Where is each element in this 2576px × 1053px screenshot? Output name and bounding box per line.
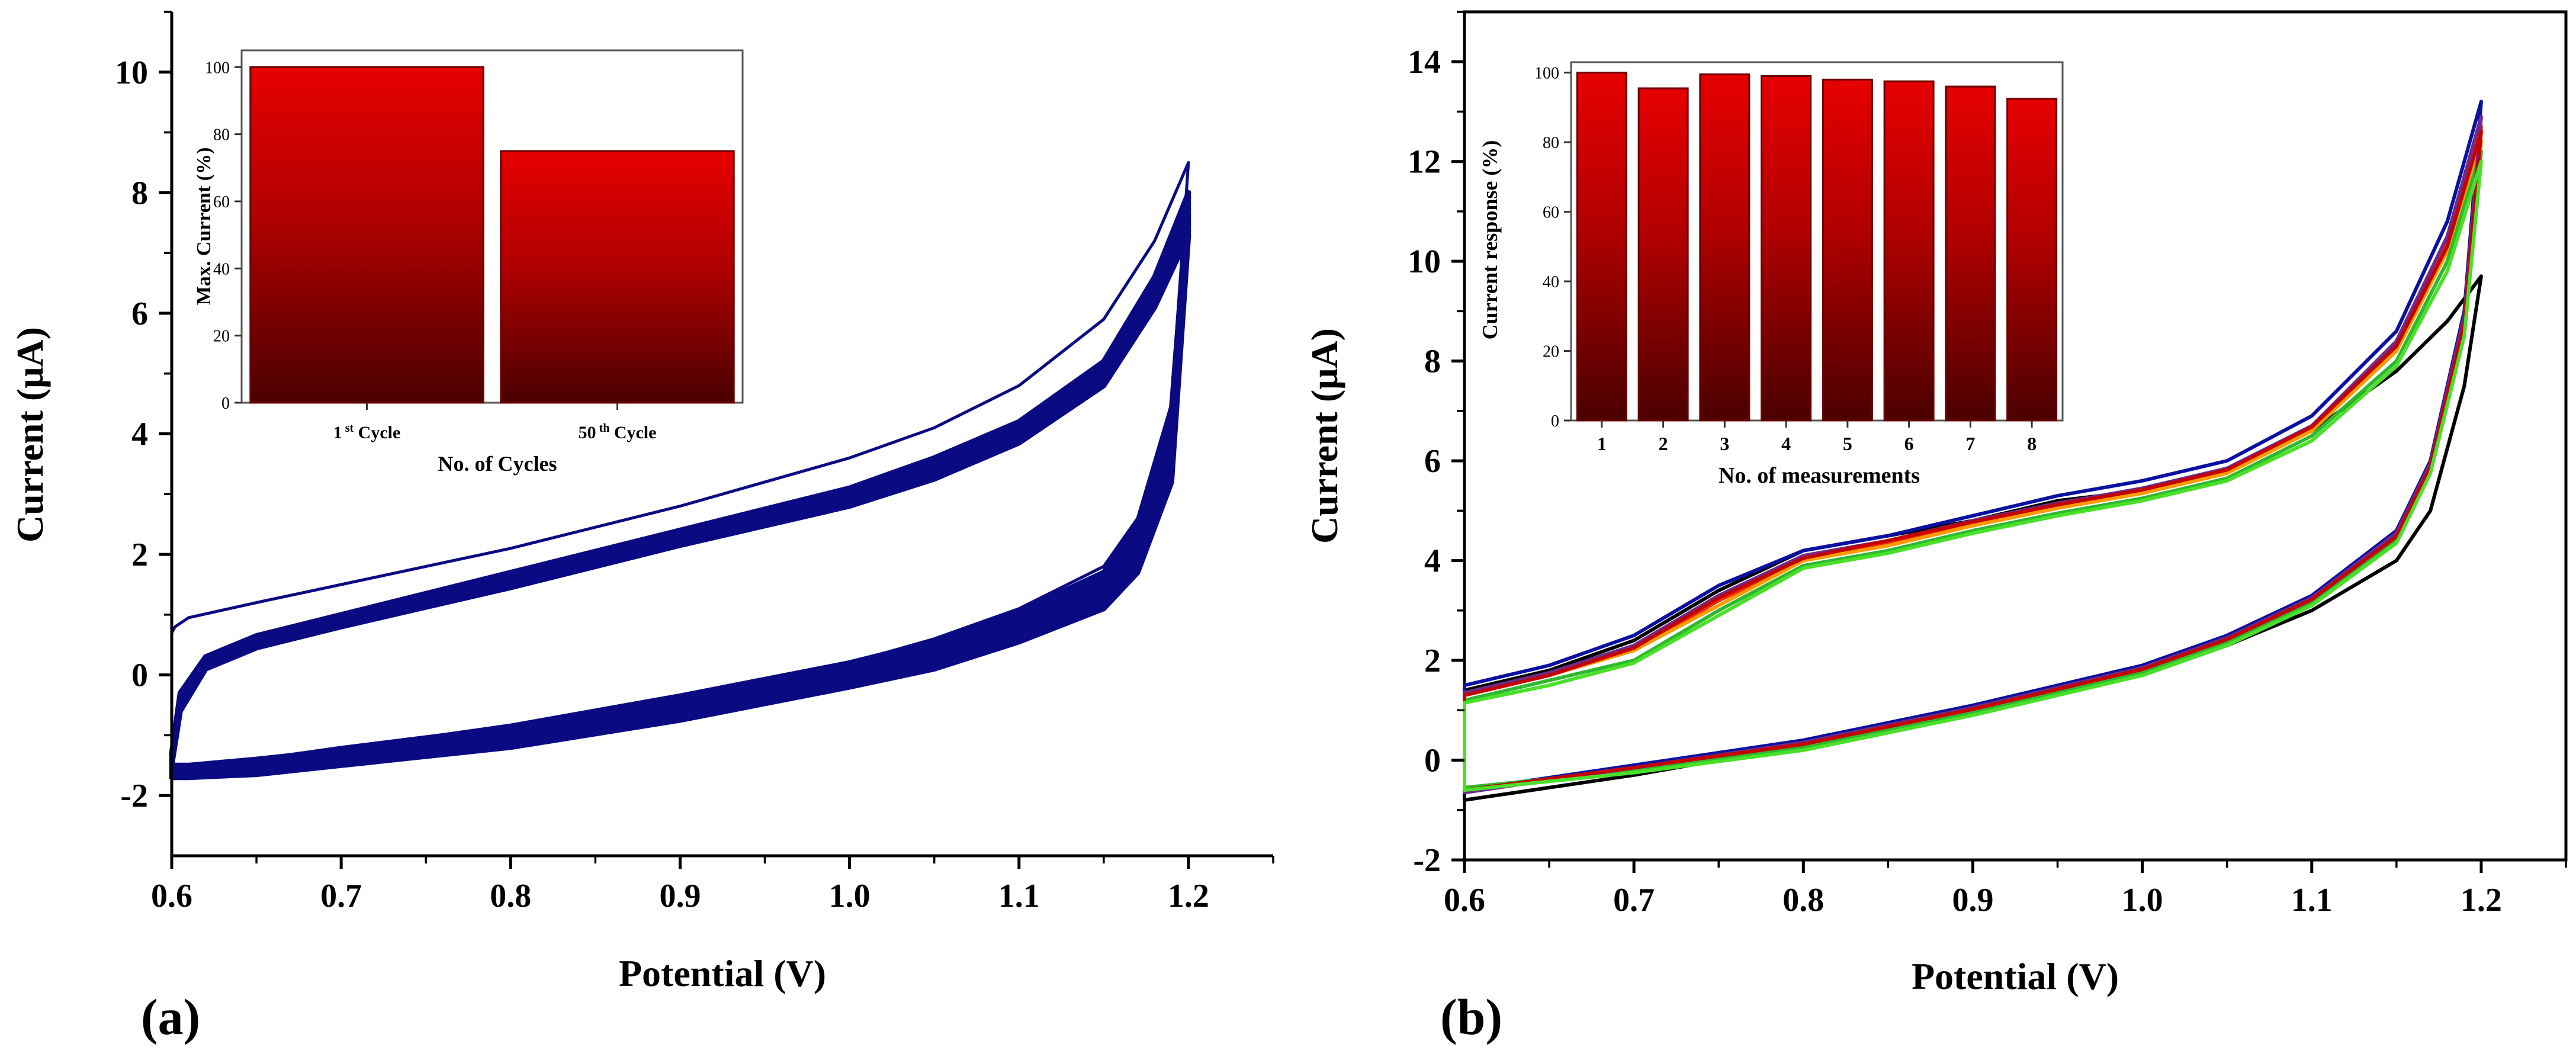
b-y-tick-label: 4 xyxy=(1424,543,1441,580)
panel-b-inset-x-axis-title: No. of measurements xyxy=(1719,463,1920,488)
a-x-tick-label: 1.0 xyxy=(829,878,871,914)
panel-b-inset-x-tick-label: 2 xyxy=(1659,433,1668,454)
panel-b-inset-y-tick-label: 0 xyxy=(1551,412,1559,431)
panel-b-y-ticks: -2 0 2 4 6 8 10 12 14 xyxy=(1408,11,1464,879)
panel-b-inset-y-ticks: 0 20 40 60 80 100 xyxy=(1534,65,1571,431)
panel-b-inset-bar xyxy=(1637,87,1689,422)
a-y-tick-label: 8 xyxy=(131,175,148,211)
panel-b-inset-x-tick-label: 6 xyxy=(1904,433,1914,454)
panel-a-y-axis-title: Current (μA) xyxy=(9,327,51,542)
panel-a-x-axis-title: Potential (V) xyxy=(619,952,826,994)
a-y-tick-label: -2 xyxy=(120,778,148,814)
panel-b-inset-bar xyxy=(1822,78,1873,422)
b-y-tick-label: 0 xyxy=(1424,743,1441,779)
panel-a-inset-x-axis-title: No. of Cycles xyxy=(438,452,557,476)
panel-a-inset-x-tick-label: 50 th Cycle xyxy=(579,422,657,442)
a-x-tick-label: 1.2 xyxy=(1168,878,1209,914)
b-y-tick-label: 14 xyxy=(1408,44,1441,81)
panel-a-inset-y-tick-label: 100 xyxy=(205,59,230,77)
panel-b-inset-x-tick-label: 3 xyxy=(1720,433,1729,454)
panel-a-inset-y-tick-label: 80 xyxy=(213,126,230,145)
a-x-tick-label: 0.7 xyxy=(320,878,362,914)
panel-a-plot-area xyxy=(169,161,1191,781)
a-x-tick-label: 0.6 xyxy=(151,878,192,914)
a-y-tick-label: 2 xyxy=(131,537,148,573)
panel-b-inset-bar xyxy=(1576,72,1627,422)
b-x-tick-label: 0.9 xyxy=(1952,882,1993,919)
b-x-tick-label: 0.8 xyxy=(1782,882,1824,919)
a-y-tick-label: 0 xyxy=(131,657,148,694)
panel-b-inset-x-tick-label: 4 xyxy=(1781,433,1791,454)
panel-a: 0.6 0.7 0.8 0.9 1.0 1.1 1.2 -2 0 2 4 6 8 10 Potentia… xyxy=(9,11,1274,1045)
a-x-tick-label: 0.8 xyxy=(490,878,531,914)
panel-a-inset-y-tick-label: 60 xyxy=(213,193,230,211)
panel-a-inset-x-ticks: 1 st Cycle 50 th Cycle xyxy=(333,403,657,442)
panel-a-inset-bar-chart: 0 20 40 60 80 100 1 st Cycle 50 th Cycle No. o… xyxy=(193,49,744,476)
panel-b-inset-y-tick-label: 40 xyxy=(1543,273,1559,291)
panel-a-inset-y-tick-label: 40 xyxy=(213,260,230,278)
panel-b-plot-area xyxy=(1463,99,2483,802)
panel-a-cv-loop-first-cycle xyxy=(170,161,1190,767)
panel-b-inset-y-tick-label: 60 xyxy=(1543,204,1559,222)
panel-b-inset-y-tick-label: 80 xyxy=(1543,134,1559,152)
panel-a-inset-y-tick-label: 20 xyxy=(213,328,230,346)
panel-b-cv-loop xyxy=(1463,159,2483,792)
panel-b-inset-y-tick-label: 100 xyxy=(1534,65,1559,83)
a-x-tick-label: 0.9 xyxy=(659,878,701,914)
b-x-tick-label: 0.6 xyxy=(1444,882,1485,919)
panel-b-inset-y-tick-label: 20 xyxy=(1543,343,1559,361)
b-y-tick-label: 10 xyxy=(1408,243,1441,280)
panel-a-x-ticks: 0.6 0.7 0.8 0.9 1.0 1.1 1.2 xyxy=(151,856,1274,914)
b-x-tick-label: 0.7 xyxy=(1613,882,1655,919)
panel-b-inset-y-axis-title: Current response (%) xyxy=(1478,140,1502,340)
panel-b-inset-x-tick-label: 7 xyxy=(1965,433,1975,454)
a-x-tick-label: 1.1 xyxy=(998,878,1040,914)
panel-b-inset-x-tick-label: 8 xyxy=(2027,433,2037,454)
b-y-tick-label: 12 xyxy=(1408,144,1441,181)
b-y-tick-label: -2 xyxy=(1413,842,1441,879)
panel-a-inset-y-tick-label: 0 xyxy=(221,394,230,413)
panel-b-x-axis-title: Potential (V) xyxy=(1912,955,2119,997)
a-y-tick-label: 10 xyxy=(115,54,148,91)
b-x-tick-label: 1.0 xyxy=(2122,882,2163,919)
panel-b-inset-x-tick-label: 1 xyxy=(1597,433,1607,454)
panel-b-x-ticks: 0.6 0.7 0.8 0.9 1.0 1.1 1.2 xyxy=(1444,860,2567,919)
b-y-tick-label: 8 xyxy=(1424,343,1441,380)
panel-b-y-axis-title: Current (μA) xyxy=(1303,328,1345,544)
panel-a-inset-bars xyxy=(249,66,735,404)
panel-a-inset-bar xyxy=(249,66,484,404)
panel-b-inset-x-tick-label: 5 xyxy=(1843,433,1852,454)
panel-b-plot-frame xyxy=(1463,10,2568,862)
panel-b-inset-bar xyxy=(1945,85,1996,422)
panel-a-inset-y-axis-title: Max. Current (%) xyxy=(193,147,215,306)
panel-b-inset-bar xyxy=(2006,98,2058,422)
panel-a-cv-loop-cycle xyxy=(169,232,1191,781)
a-y-tick-label: 4 xyxy=(131,416,148,453)
panel-a-inset-y-ticks: 0 20 40 60 80 100 xyxy=(205,59,242,413)
b-y-tick-label: 6 xyxy=(1424,443,1441,480)
panel-b-inset-bar xyxy=(1699,73,1750,422)
panel-a-label: (a) xyxy=(141,988,200,1045)
panel-a-inset-bar xyxy=(500,150,735,404)
panel-b-inset-bars xyxy=(1576,72,2058,422)
panel-b-inset-bar xyxy=(1761,75,1812,422)
panel-a-inset-x-tick-label: 1 st Cycle xyxy=(333,422,401,442)
a-y-tick-label: 6 xyxy=(131,296,148,332)
panel-b-inset-x-ticks: 1 2 3 4 5 6 7 8 xyxy=(1597,420,2037,454)
panel-b-inset-bar-chart: 0 20 40 60 80 100 1 2 3 4 5 6 7 8 No. of measurement… xyxy=(1478,61,2064,488)
panel-b-cv-loop xyxy=(1463,149,2483,789)
panel-b-cv-loop xyxy=(1463,99,2483,792)
panel-b-label: (b) xyxy=(1440,988,1502,1045)
panel-b-inset-bar xyxy=(1883,80,1935,422)
panel-a-y-ticks: -2 0 2 4 6 8 10 xyxy=(115,11,172,814)
b-y-tick-label: 2 xyxy=(1424,643,1441,679)
b-x-tick-label: 1.1 xyxy=(2291,882,2333,919)
b-x-tick-label: 1.2 xyxy=(2461,882,2502,919)
panel-b-cv-loop xyxy=(1463,130,2483,792)
